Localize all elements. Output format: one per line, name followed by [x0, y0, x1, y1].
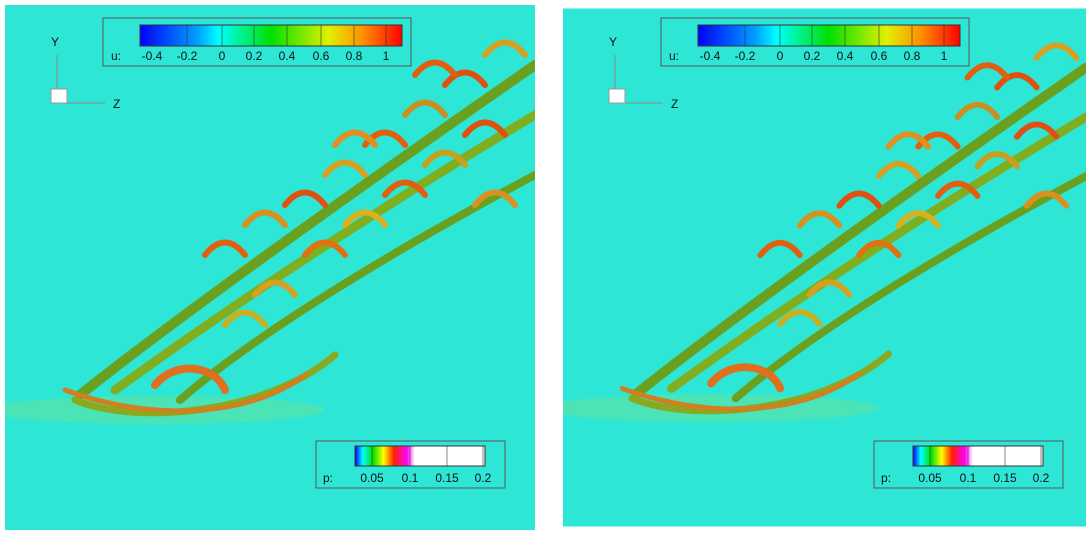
colorbar-tick-label: 1 — [383, 49, 390, 63]
colorbar-label: p: — [881, 471, 891, 485]
colorbar-tick-label: -0.2 — [177, 49, 198, 63]
colorbar-tick-label: 0.2 — [804, 49, 821, 63]
colorbar-tick-label: 0.1 — [960, 471, 977, 485]
colorbar-tick-label: 0.4 — [837, 49, 854, 63]
colorbar-tick-label: 0.15 — [993, 471, 1017, 485]
colorbar-label: u: — [669, 49, 679, 63]
colorbar — [698, 25, 960, 46]
colorbar-tick-label: 0.2 — [1033, 471, 1050, 485]
colorbar-tick-label: 0.4 — [279, 49, 296, 63]
colorbar-tick-label: 1 — [941, 49, 948, 63]
colorbar-tick-label: 0.6 — [313, 49, 330, 63]
axis-cube — [609, 89, 625, 103]
panel: Y Zu: -0.4 -0.2 0 0.2 0.4 0.6 0.8 1 p: 0.05 0.1 0.15 0… — [563, 5, 1086, 530]
colorbar-tick-label: 0.2 — [475, 471, 492, 485]
axis-label: Y — [51, 35, 59, 49]
colorbar-tick-label: -0.2 — [735, 49, 756, 63]
colorbar-label: u: — [111, 49, 121, 63]
colorbar-tick-label: 0.05 — [360, 471, 384, 485]
colorbar-tick-label: 0.1 — [402, 471, 419, 485]
axis-label: Z — [671, 97, 678, 111]
colorbar-tick-label: 0 — [219, 49, 226, 63]
colorbar-tick-label: 0.2 — [246, 49, 263, 63]
colorbar-tick-label: 0.6 — [871, 49, 888, 63]
colorbar — [355, 446, 485, 466]
colorbar-tick-label: 0 — [777, 49, 784, 63]
colorbar-tick-label: 0.8 — [904, 49, 921, 63]
axis-label: Y — [609, 35, 617, 49]
colorbar-tick-label: 0.05 — [918, 471, 942, 485]
colorbar — [140, 25, 402, 46]
page: Y Zu: -0.4 -0.2 0 0.2 0.4 0.6 0.8 1 p: 0.05 0.1 0.15 0… — [0, 0, 1086, 534]
colorbar-tick-label: 0.8 — [346, 49, 363, 63]
colorbar — [913, 446, 1043, 466]
colorbar-tick-label: -0.4 — [700, 49, 721, 63]
colorbar-label: p: — [323, 471, 333, 485]
panel: Y Zu: -0.4 -0.2 0 0.2 0.4 0.6 0.8 1 p: 0.05 0.1 0.15 0… — [5, 5, 535, 530]
colorbar-tick-label: -0.4 — [142, 49, 163, 63]
colorbar-tick-label: 0.15 — [435, 471, 459, 485]
axis-cube — [51, 89, 67, 103]
axis-label: Z — [113, 97, 120, 111]
